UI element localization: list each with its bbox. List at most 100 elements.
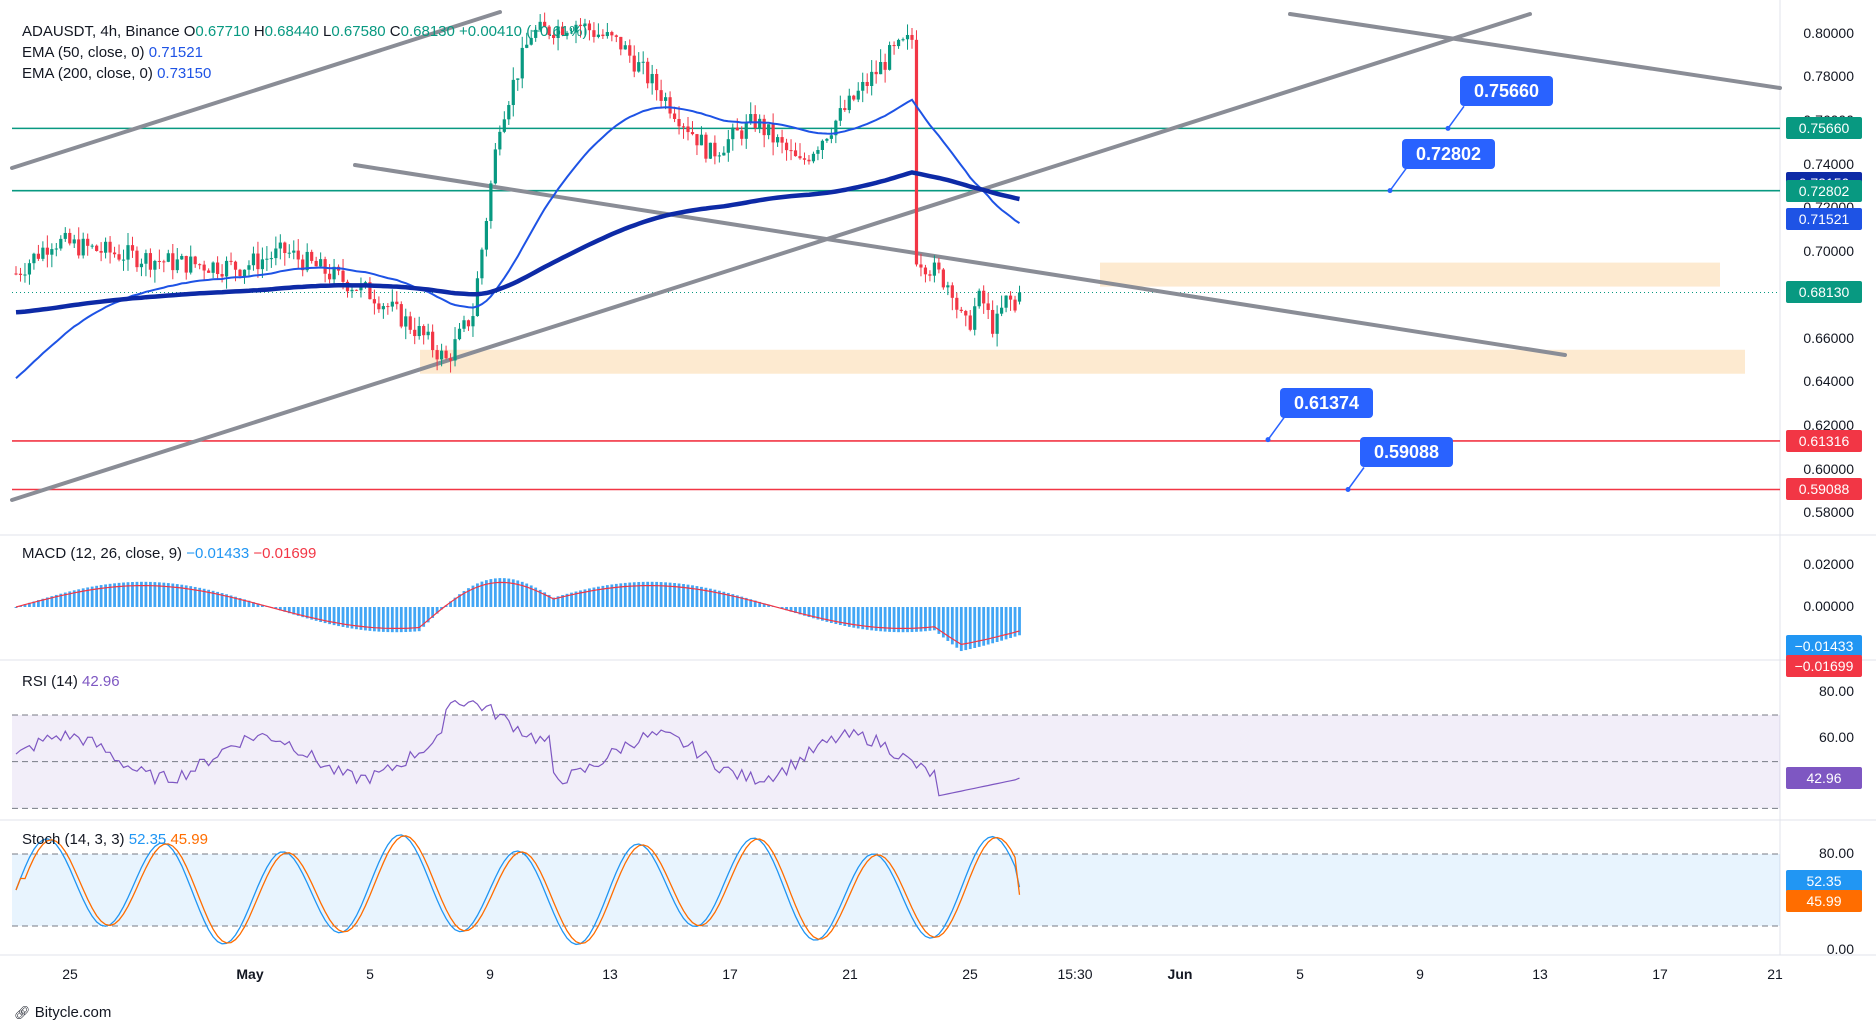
- candle-body: [484, 221, 488, 250]
- candle-body: [381, 306, 385, 310]
- candle-body: [63, 232, 67, 239]
- candle-body: [664, 97, 668, 101]
- macd-bar: [664, 582, 667, 607]
- macd-bar: [682, 584, 685, 607]
- candle-body: [296, 250, 300, 260]
- macd-histogram: [14, 578, 1021, 652]
- price-axis-tick: 0.64000: [1803, 373, 1854, 390]
- candle-body: [623, 45, 627, 50]
- candle-body: [112, 252, 117, 255]
- macd-bar: [717, 590, 721, 607]
- price-callout-label: 0.59088: [1360, 437, 1454, 468]
- macd-bar: [874, 607, 878, 631]
- candle-body: [408, 316, 412, 330]
- candle-body: [153, 260, 157, 270]
- candle-body: [440, 350, 444, 360]
- macd-bar: [162, 582, 166, 607]
- candle-body: [148, 253, 152, 270]
- candle-body: [184, 255, 188, 273]
- candle-body: [888, 45, 892, 70]
- candle-body: [341, 270, 345, 282]
- descending-trendline: [353, 163, 1567, 357]
- macd-bar: [390, 607, 394, 633]
- candle-body: [301, 259, 305, 271]
- macd-bar: [480, 581, 484, 607]
- macd-bar: [207, 589, 211, 607]
- callout-anchor: [1345, 486, 1351, 492]
- macd-bar: [117, 582, 121, 607]
- macd-bar: [650, 581, 654, 607]
- candle-body: [319, 259, 323, 267]
- time-axis-tick: 13: [602, 966, 618, 982]
- macd-bar: [686, 584, 690, 607]
- candle-body: [354, 289, 359, 291]
- candle-body: [363, 282, 368, 284]
- candle-body: [677, 118, 681, 127]
- candle-body: [910, 34, 914, 40]
- macd-bar: [673, 583, 676, 607]
- price-axis-tick: 0.60000: [1803, 460, 1854, 477]
- macd-bar: [252, 602, 255, 607]
- macd-bar: [225, 594, 228, 607]
- candle-body: [14, 273, 18, 275]
- macd-bar: [355, 607, 358, 630]
- candle-body: [475, 278, 480, 317]
- ema50-value: 0.71521: [148, 44, 203, 61]
- macd-bar: [350, 607, 354, 629]
- ohlc-key: C: [385, 23, 401, 40]
- candle-body: [758, 118, 762, 129]
- candle-body: [175, 259, 179, 271]
- macd-bar: [677, 583, 681, 607]
- macd-bar: [458, 594, 461, 607]
- macd-bar: [467, 588, 470, 607]
- macd-bar: [803, 607, 806, 616]
- macd-bar: [843, 607, 847, 626]
- macd-bar: [476, 583, 479, 607]
- candle-body: [283, 242, 287, 254]
- macd-bar: [946, 607, 950, 641]
- candle-body: [793, 150, 798, 157]
- candle-body: [560, 26, 565, 36]
- macd-bar: [597, 586, 600, 607]
- candle-body: [224, 260, 229, 277]
- candle-body: [431, 331, 435, 351]
- macd-bar: [234, 596, 237, 607]
- time-axis-tick: 13: [1532, 966, 1548, 982]
- candle-body: [632, 55, 636, 72]
- candle-body: [753, 114, 757, 129]
- macd-bar: [995, 607, 999, 643]
- macd-bar: [95, 585, 99, 607]
- macd-bar: [502, 578, 506, 607]
- macd-bar: [341, 607, 345, 627]
- candle-body: [453, 339, 457, 361]
- candle-body: [404, 316, 408, 327]
- macd-bar: [140, 581, 143, 607]
- macd-bar: [171, 583, 175, 607]
- price-tag: 0.59088: [1786, 478, 1862, 501]
- macd-bar: [50, 596, 54, 607]
- candle-body: [610, 32, 614, 36]
- macd-bar: [722, 591, 726, 607]
- candle-body: [207, 270, 211, 273]
- candle-body: [771, 124, 775, 143]
- macd-axis-tick: 0.02000: [1803, 556, 1854, 572]
- macd-bar: [547, 594, 551, 607]
- stoch-tag: 45.99: [1786, 889, 1862, 912]
- candle-body: [556, 26, 560, 39]
- candle-body: [233, 261, 238, 270]
- price-axis-tick: 0.78000: [1803, 68, 1854, 85]
- candle-body: [547, 26, 551, 35]
- rsi-line: [15, 699, 1020, 797]
- rsi-label: RSI (14): [22, 673, 78, 690]
- macd-bar: [404, 607, 408, 633]
- macd-bar: [144, 581, 148, 607]
- macd-bar: [695, 586, 699, 607]
- candle-body: [278, 242, 282, 249]
- macd-bar: [54, 594, 58, 607]
- macd-bar: [122, 582, 125, 607]
- candle-body: [310, 251, 314, 261]
- candle-body: [229, 260, 233, 262]
- macd-bar: [520, 581, 524, 607]
